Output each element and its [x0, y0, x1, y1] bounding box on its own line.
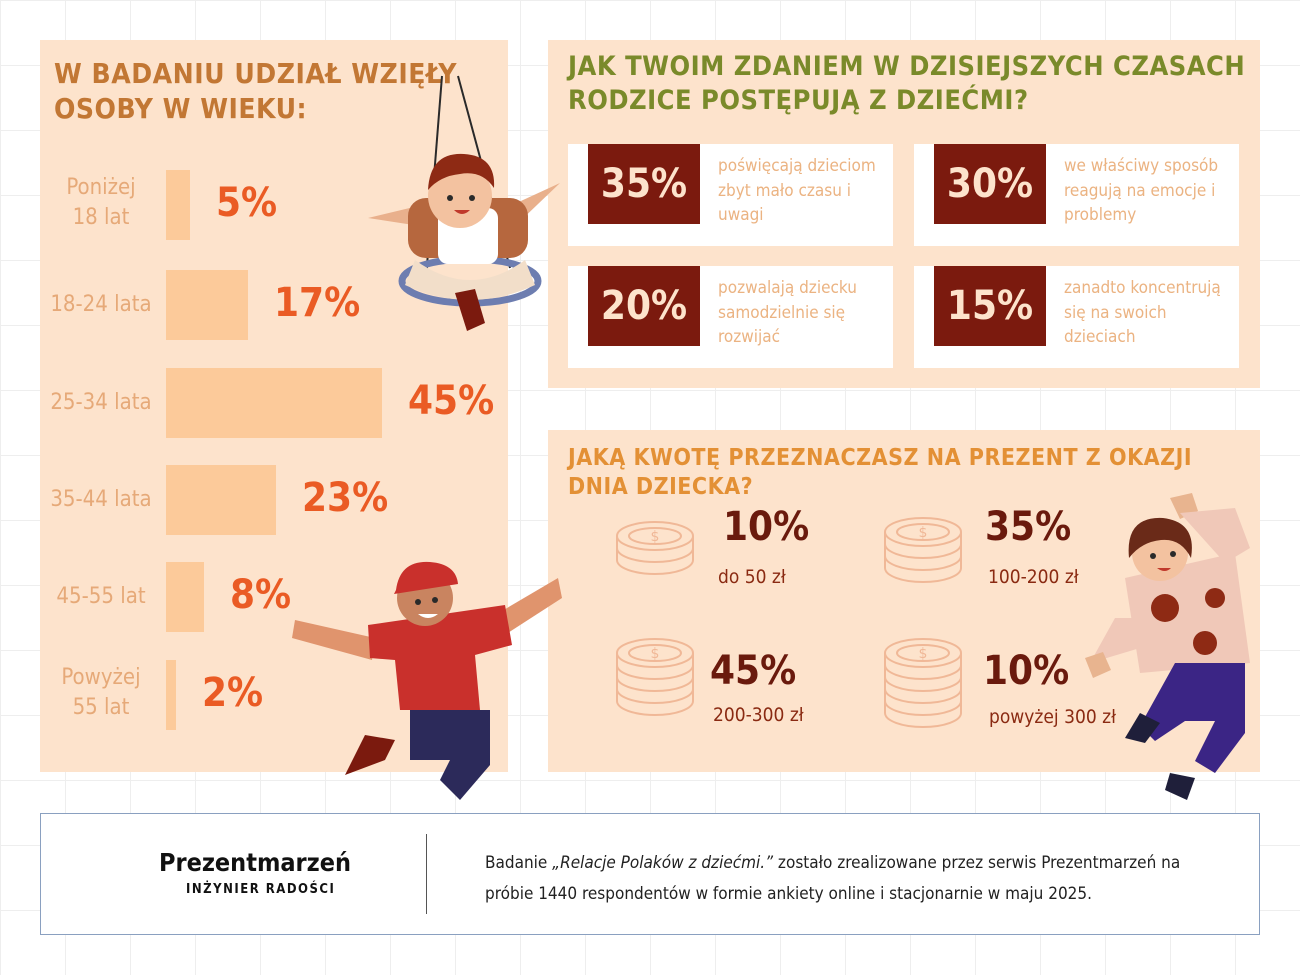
age-section-title: W BADANIU UDZIAŁ WZIĘŁY OSOBY W WIEKU:: [54, 57, 457, 125]
survey-note-rest: zostało zrealizowane przez serwis Prezen…: [485, 853, 1181, 904]
svg-text:$: $: [651, 529, 660, 545]
opinion-card: 20% pozwalają dziecku samodzielnie się r…: [568, 266, 893, 368]
age-category-label: 35-44 lata: [50, 487, 152, 512]
opinion-value-badge: 35%: [588, 144, 700, 224]
budget-label: do 50 zł: [718, 566, 786, 588]
opinion-panel: JAK TWOIM ZDANIEM W DZISIEJSZYCH CZASACH…: [548, 40, 1260, 388]
budget-label: powyżej 300 zł: [989, 706, 1116, 728]
opinion-value-badge: 20%: [588, 266, 700, 346]
svg-text:$: $: [651, 646, 660, 662]
budget-value: 45%: [710, 648, 797, 694]
age-bar: [166, 562, 204, 632]
opinion-value-badge: 15%: [934, 266, 1046, 346]
survey-title: „Relacje Polaków z dziećmi.”: [552, 853, 774, 873]
budget-section-title: JAKĄ KWOTĘ PRZEZNACZASZ NA PREZENT Z OKA…: [568, 445, 1193, 500]
opinion-card: 30% we właściwy sposób reagują na emocje…: [914, 144, 1239, 246]
budget-value: 35%: [985, 504, 1072, 550]
age-value-label: 8%: [230, 572, 292, 618]
age-bar: [166, 368, 382, 438]
age-value-label: 2%: [202, 670, 264, 716]
age-panel: W BADANIU UDZIAŁ WZIĘŁY OSOBY W WIEKU: P…: [40, 40, 508, 772]
age-category-label: Powyżej 55 lat: [61, 665, 141, 720]
age-category-label: 45-55 lat: [56, 584, 146, 609]
budget-value: 10%: [723, 504, 810, 550]
coin-stack-2-icon: $: [616, 521, 694, 575]
coin-stack-4-icon: $: [616, 638, 694, 716]
jumping-girl-illustration: [1085, 493, 1250, 800]
opinion-value-badge: 30%: [934, 144, 1046, 224]
survey-note: Badanie „Relacje Polaków z dziećmi.” zos…: [485, 848, 1225, 909]
opinion-card: 35% poświęcają dzieciom zbyt mało czasu …: [568, 144, 893, 246]
budget-value: 10%: [983, 648, 1070, 694]
brand-logo-name: Prezentmarzeń: [159, 848, 352, 877]
age-bar: [166, 660, 176, 730]
jumping-boy-illustration: [292, 561, 562, 800]
budget-label: 100-200 zł: [988, 566, 1079, 588]
child-on-swing-illustration: [368, 75, 560, 331]
age-value-label: 17%: [274, 280, 361, 326]
age-bar: [166, 270, 248, 340]
budget-label: 200-300 zł: [713, 704, 804, 726]
age-value-label: 23%: [302, 475, 389, 521]
svg-text:$: $: [919, 646, 928, 662]
coin-stack-5-icon: $: [884, 638, 962, 728]
footer-divider: [426, 834, 427, 914]
brand-tagline: INŻYNIER RADOŚCI: [186, 882, 336, 897]
age-category-label: Poniżej 18 lat: [66, 175, 136, 230]
opinion-text: zanadto koncentrują się na swoich dzieci…: [1064, 278, 1221, 348]
svg-text:$: $: [919, 525, 928, 541]
age-category-label: 18-24 lata: [50, 292, 152, 317]
opinion-text: poświęcają dzieciom zbyt mało czasu i uw…: [718, 156, 876, 226]
age-value-label: 45%: [408, 378, 495, 424]
coin-stack-3-icon: $: [884, 517, 962, 583]
opinion-text: pozwalają dziecku samodzielnie się rozwi…: [718, 278, 857, 348]
age-bar: [166, 170, 190, 240]
footer: Prezentmarzeń INŻYNIER RADOŚCI Badanie „…: [40, 813, 1260, 935]
age-bar: [166, 465, 276, 535]
survey-note-prefix: Badanie: [485, 853, 553, 873]
opinion-section-title: JAK TWOIM ZDANIEM W DZISIEJSZYCH CZASACH…: [568, 51, 1246, 116]
opinion-text: we właściwy sposób reagują na emocje i p…: [1064, 156, 1219, 226]
age-value-label: 5%: [216, 180, 278, 226]
opinion-card: 15% zanadto koncentrują się na swoich dz…: [914, 266, 1239, 368]
age-category-label: 25-34 lata: [50, 390, 152, 415]
